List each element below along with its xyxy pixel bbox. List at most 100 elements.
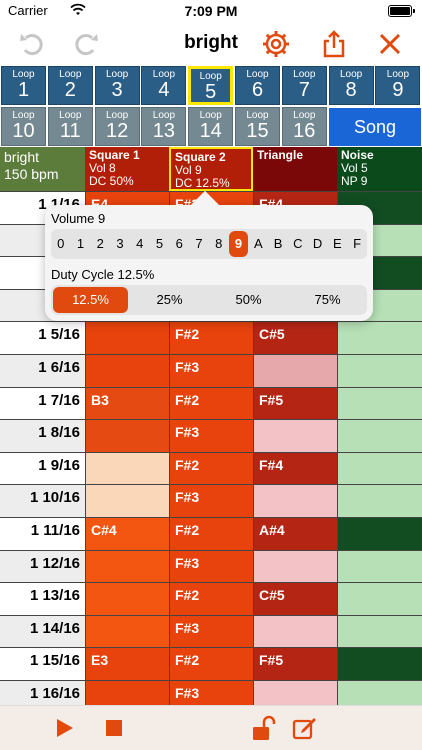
volume-option[interactable]: 8 xyxy=(215,236,223,251)
volume-option[interactable]: E xyxy=(332,236,342,251)
square2-cell[interactable]: F#3 xyxy=(169,355,253,387)
loop-button-2[interactable]: Loop 2 xyxy=(47,66,93,105)
channel-header-3[interactable]: Triangle xyxy=(253,147,337,191)
gear-icon[interactable] xyxy=(260,28,292,60)
volume-option[interactable]: 7 xyxy=(195,236,203,251)
channel-header-2[interactable]: Square 2 Vol 9 DC 12.5% xyxy=(169,147,253,191)
edit-icon[interactable] xyxy=(290,714,318,742)
loop-button-9[interactable]: Loop 9 xyxy=(375,66,421,105)
volume-option[interactable]: D xyxy=(312,236,323,251)
volume-option[interactable]: B xyxy=(273,236,283,251)
triangle-cell[interactable] xyxy=(253,420,337,453)
volume-option[interactable]: 2 xyxy=(96,236,104,251)
triangle-cell[interactable]: F#5 xyxy=(253,648,337,681)
pattern-row: 1 14/16 F#3 xyxy=(0,614,422,648)
square1-cell[interactable] xyxy=(85,355,169,387)
duty-option[interactable]: 75% xyxy=(314,292,341,307)
noise-cell[interactable] xyxy=(337,452,422,485)
square2-cell[interactable]: F#3 xyxy=(169,420,253,453)
loop-button-16[interactable]: Loop 16 xyxy=(281,107,327,146)
noise-cell[interactable] xyxy=(337,615,422,648)
loop-label: Loop xyxy=(339,69,363,80)
noise-cell[interactable] xyxy=(337,518,422,550)
square1-cell[interactable]: B3 xyxy=(85,387,169,420)
channel-header-1[interactable]: Square 1 Vol 8 DC 50% xyxy=(85,147,169,191)
square1-cell[interactable] xyxy=(85,550,169,583)
volume-option[interactable]: 5 xyxy=(155,236,164,251)
triangle-cell[interactable]: C#5 xyxy=(253,322,337,355)
loop-button-13[interactable]: Loop 13 xyxy=(141,107,187,146)
square2-cell[interactable]: F#2 xyxy=(169,387,253,420)
noise-cell[interactable] xyxy=(337,550,422,583)
square1-cell[interactable] xyxy=(85,615,169,648)
volume-option[interactable]: 1 xyxy=(76,236,85,251)
close-icon[interactable] xyxy=(374,28,406,60)
square2-cell[interactable]: F#3 xyxy=(169,485,253,518)
triangle-cell[interactable]: C#5 xyxy=(253,583,337,616)
duty-cycle-selector[interactable]: 12.5% 25% 50% 75% xyxy=(51,285,367,315)
loop-button-8[interactable]: Loop 8 xyxy=(328,66,374,105)
loop-button-4[interactable]: Loop 4 xyxy=(141,66,187,105)
volume-option[interactable]: A xyxy=(253,236,263,251)
loop-button-15[interactable]: Loop 15 xyxy=(235,107,280,146)
noise-cell[interactable] xyxy=(337,355,422,387)
triangle-cell[interactable] xyxy=(253,615,337,648)
square1-cell[interactable]: C#4 xyxy=(85,518,169,550)
song-button[interactable]: Song xyxy=(329,108,421,146)
play-icon[interactable] xyxy=(50,714,78,742)
volume-option[interactable]: 9 xyxy=(228,231,249,257)
square2-cell[interactable]: F#2 xyxy=(169,452,253,485)
volume-option[interactable]: 4 xyxy=(136,236,144,251)
loop-button-14[interactable]: Loop 14 xyxy=(188,107,234,146)
duty-option[interactable]: 25% xyxy=(156,292,183,307)
square2-cell[interactable]: F#3 xyxy=(169,550,253,583)
square2-cell[interactable]: F#2 xyxy=(169,583,253,616)
triangle-cell[interactable]: A#4 xyxy=(253,518,337,550)
triangle-cell[interactable]: F#5 xyxy=(253,387,337,420)
noise-cell[interactable] xyxy=(337,583,422,616)
triangle-cell[interactable]: F#4 xyxy=(253,452,337,485)
noise-cell[interactable] xyxy=(337,648,422,681)
square2-cell[interactable]: F#2 xyxy=(169,322,253,355)
loop-button-10[interactable]: Loop 10 xyxy=(1,107,46,146)
noise-cell[interactable] xyxy=(337,485,422,518)
loop-button-1[interactable]: Loop 1 xyxy=(1,66,46,105)
duty-option[interactable]: 50% xyxy=(235,292,262,307)
square1-cell[interactable] xyxy=(85,583,169,616)
noise-cell[interactable] xyxy=(337,322,422,355)
triangle-cell[interactable] xyxy=(253,550,337,583)
duty-option[interactable]: 12.5% xyxy=(53,287,128,313)
triangle-cell[interactable] xyxy=(253,485,337,518)
triangle-cell[interactable] xyxy=(253,355,337,387)
square1-cell[interactable]: E3 xyxy=(85,648,169,681)
channel-header-4[interactable]: Noise Vol 5 NP 9 xyxy=(337,147,422,191)
volume-option[interactable]: F xyxy=(353,236,362,251)
loop-button-5[interactable]: Loop 5 xyxy=(188,66,234,105)
volume-option[interactable]: 3 xyxy=(116,236,124,251)
square1-cell[interactable] xyxy=(85,485,169,518)
song-info[interactable]: bright 150 bpm xyxy=(0,147,85,191)
volume-option[interactable]: 0 xyxy=(57,236,65,251)
unlock-icon[interactable] xyxy=(248,714,276,742)
share-icon[interactable] xyxy=(318,28,350,60)
noise-cell[interactable] xyxy=(337,420,422,453)
square2-cell[interactable]: F#2 xyxy=(169,648,253,681)
square1-cell[interactable] xyxy=(85,452,169,485)
loop-button-6[interactable]: Loop 6 xyxy=(235,66,280,105)
noise-cell[interactable] xyxy=(337,387,422,420)
square1-cell[interactable] xyxy=(85,420,169,453)
volume-option[interactable]: C xyxy=(293,236,303,251)
square2-cell[interactable]: F#3 xyxy=(169,615,253,648)
square1-cell[interactable] xyxy=(85,322,169,355)
square2-cell[interactable]: F#2 xyxy=(169,518,253,550)
loop-button-11[interactable]: Loop 11 xyxy=(47,107,93,146)
loop-button-3[interactable]: Loop 3 xyxy=(94,66,140,105)
loop-button-12[interactable]: Loop 12 xyxy=(94,107,140,146)
volume-option[interactable]: 6 xyxy=(175,236,183,251)
stop-icon[interactable] xyxy=(100,714,128,742)
loop-button-7[interactable]: Loop 7 xyxy=(281,66,327,105)
redo-icon[interactable] xyxy=(70,28,102,60)
undo-icon[interactable] xyxy=(16,28,48,60)
